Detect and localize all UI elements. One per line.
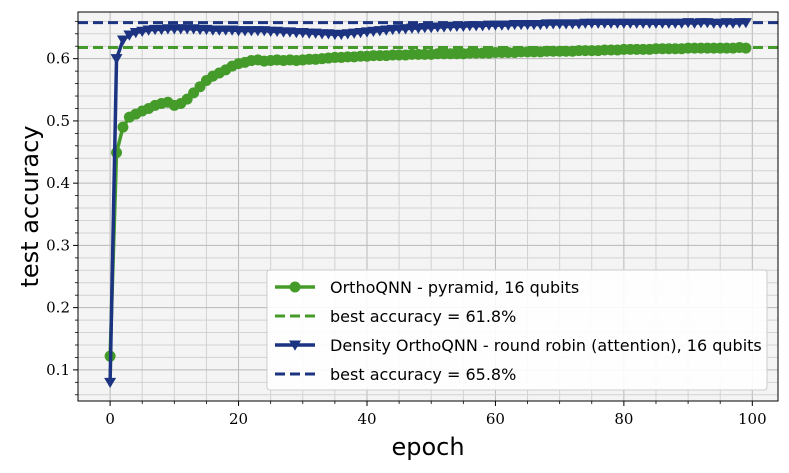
y-axis-label: test accuracy: [16, 126, 44, 288]
series-density-orthoqnn: [104, 18, 752, 389]
x-tick-label: 40: [357, 410, 376, 428]
x-tick-label: 100: [738, 410, 767, 428]
legend-entry: OrthoQNN - pyramid, 16 qubits: [275, 278, 579, 297]
y-tick-label: 0.1: [46, 361, 70, 379]
legend-entry: best accuracy = 65.8%: [275, 365, 516, 384]
legend-label: best accuracy = 61.8%: [330, 307, 516, 326]
y-tick-label: 0.2: [46, 299, 70, 317]
x-tick-label: 60: [486, 410, 505, 428]
y-tick-label: 0.4: [46, 174, 70, 192]
axes: 0 20 40 60 80 100 0.1 0.2 0.3 0.4 0.5 0.6: [46, 20, 767, 428]
data-point: [116, 35, 129, 46]
y-tick-label: 0.3: [46, 236, 70, 254]
data-point: [104, 377, 117, 389]
legend-entry: Density OrthoQNN - round robin (attentio…: [275, 336, 762, 355]
legend-entry: best accuracy = 61.8%: [275, 307, 516, 326]
x-tick-label: 20: [229, 410, 248, 428]
legend-label: OrthoQNN - pyramid, 16 qubits: [330, 278, 579, 297]
x-tick-label: 0: [105, 410, 115, 428]
legend-entries: OrthoQNN - pyramid, 16 qubits best accura…: [275, 278, 762, 384]
legend-swatch-marker: [289, 340, 301, 351]
legend-swatch-marker: [289, 281, 301, 293]
best-accuracy-lines: [78, 21, 778, 49]
y-tick-label: 0.6: [46, 50, 70, 68]
data-point: [111, 147, 123, 159]
legend-box: [266, 269, 768, 391]
data-point: [110, 54, 123, 65]
legend-label: Density OrthoQNN - round robin (attentio…: [330, 336, 762, 355]
legend: OrthoQNN - pyramid, 16 qubits best accura…: [266, 269, 768, 391]
data-point: [117, 121, 129, 133]
data-point: [740, 42, 752, 54]
plot-frame: [77, 11, 779, 402]
data-point: [123, 30, 136, 41]
legend-label: best accuracy = 65.8%: [330, 365, 516, 384]
series-layer: [104, 18, 752, 389]
data-point: [739, 18, 752, 29]
y-tick-label: 0.5: [46, 112, 70, 130]
x-tick-label: 80: [614, 410, 633, 428]
x-axis-label: epoch: [391, 433, 464, 461]
series-orthoqnn: [104, 41, 752, 362]
